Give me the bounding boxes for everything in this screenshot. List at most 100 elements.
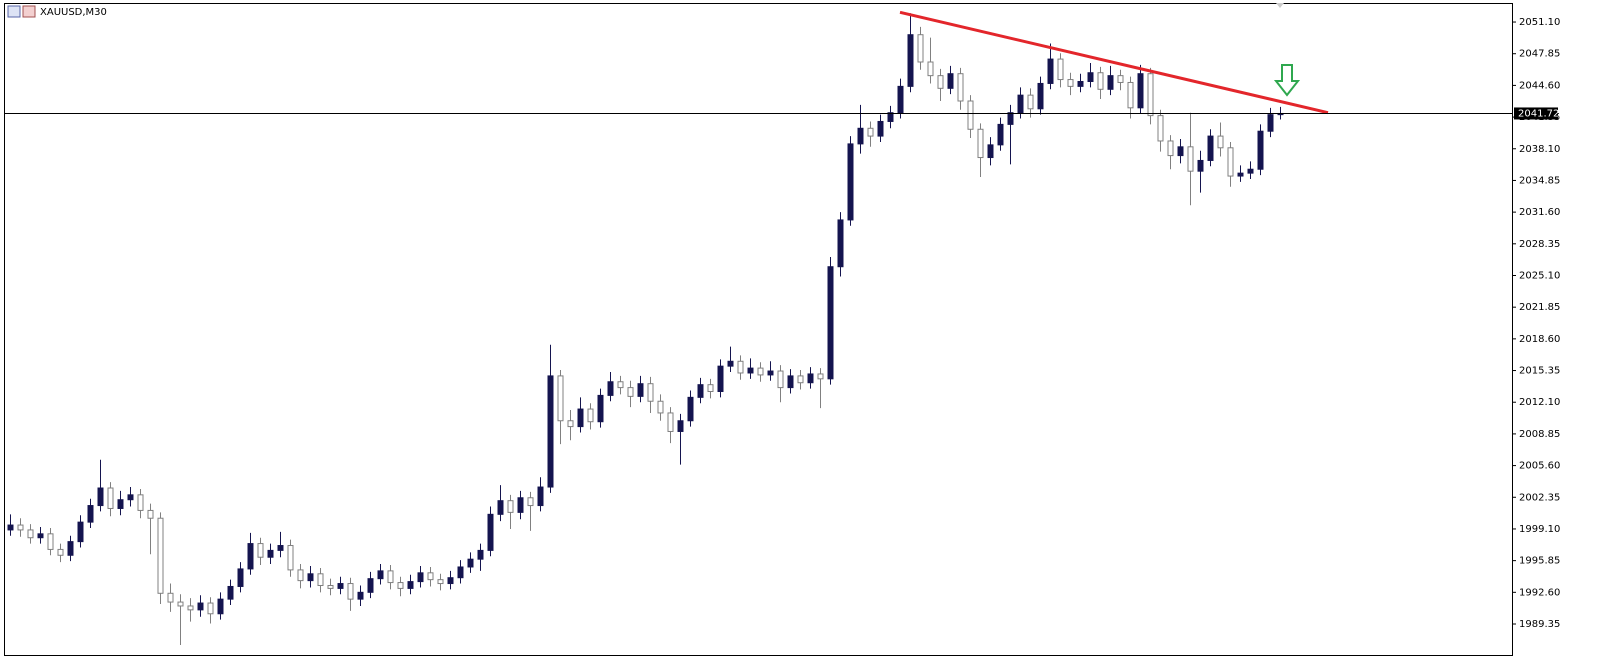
candle-body [607, 381, 614, 396]
candle-body [167, 592, 174, 603]
candle-body [417, 572, 424, 583]
y-tick-label: 1999.10 [1519, 524, 1560, 535]
candle-body [967, 100, 974, 130]
candle-body [567, 420, 574, 428]
candle-body [1167, 140, 1174, 157]
candle-body [557, 375, 564, 422]
candle-body [57, 548, 64, 556]
candle-body [887, 112, 894, 122]
candle-body [157, 517, 164, 594]
candle-body [657, 400, 664, 414]
candle-body [1077, 80, 1084, 87]
last-price-box [1514, 107, 1558, 120]
candle-body [447, 577, 454, 585]
candle-body [187, 605, 194, 611]
arrow-annotation [1273, 64, 1301, 97]
candle-body [407, 581, 414, 589]
candle-body [427, 572, 434, 581]
candle-body [1177, 146, 1184, 157]
candle-body [577, 408, 584, 428]
candle-body [757, 367, 764, 376]
candle-body [397, 582, 404, 589]
candle-body [207, 602, 214, 615]
candle-body [467, 558, 474, 568]
candle-body [217, 598, 224, 615]
y-tick-label: 2025.10 [1519, 270, 1560, 281]
candle-body [957, 73, 964, 102]
candle-body [1087, 72, 1094, 82]
candle-body [797, 375, 804, 384]
candle-body [1207, 135, 1214, 161]
candle-body [1157, 115, 1164, 142]
candle-body [297, 569, 304, 582]
candle-body [117, 499, 124, 509]
y-tick-label: 2002.35 [1519, 492, 1560, 503]
candle-body [127, 494, 134, 501]
candle-body [1237, 172, 1244, 177]
candle-body [247, 543, 254, 570]
candle-body [1137, 73, 1144, 109]
candle-body [107, 487, 114, 509]
candle-body [877, 120, 884, 137]
candle-body [1127, 81, 1134, 109]
candle-body [637, 383, 644, 397]
candle-body [807, 373, 814, 384]
candle-body [897, 85, 904, 114]
candle-body [1017, 94, 1024, 114]
plot-frame [4, 3, 1513, 656]
y-tick-label: 2051.10 [1519, 17, 1560, 28]
y-tick-label: 2008.85 [1519, 429, 1560, 440]
candle-body [777, 370, 784, 389]
candle-body [47, 533, 54, 550]
candle-body [1257, 130, 1264, 170]
y-tick-label: 2021.85 [1519, 302, 1560, 313]
candle-body [1267, 114, 1274, 132]
candle-body [547, 375, 554, 488]
candle-body [337, 583, 344, 589]
candle-body [827, 266, 834, 380]
candle-body [537, 486, 544, 507]
candle-body [687, 396, 694, 422]
y-tick-label: 2038.10 [1519, 144, 1560, 155]
candle-body [747, 367, 754, 374]
candle-body [677, 420, 684, 432]
candle-body [977, 128, 984, 159]
candle-body [617, 381, 624, 389]
candle-body [927, 61, 934, 77]
candle-body [1197, 159, 1204, 172]
candle-body [137, 494, 144, 511]
y-tick-label: 2034.85 [1519, 175, 1560, 186]
candle-body [787, 375, 794, 389]
candle-body [507, 500, 514, 513]
candle-body [1047, 58, 1054, 84]
candle-body [327, 584, 334, 589]
y-tick-label: 2018.60 [1519, 334, 1560, 345]
candle-body [817, 373, 824, 380]
candle-body [947, 73, 954, 89]
candle-body [77, 521, 84, 543]
candle-body [1117, 75, 1124, 83]
candle-body [27, 529, 34, 539]
candle-body [857, 127, 864, 145]
candle-body [587, 408, 594, 423]
candle-body [1027, 94, 1034, 110]
candle-body [357, 591, 364, 600]
y-tick-label: 2012.10 [1519, 397, 1560, 408]
candle-body [737, 360, 744, 374]
candle-body [647, 383, 654, 402]
candle-body [67, 541, 74, 556]
chart-title: XAUUSD,M30 [40, 7, 107, 18]
candle-body [377, 570, 384, 580]
y-tick-label: 1989.35 [1519, 619, 1560, 630]
candle-body [1187, 146, 1194, 172]
candle-body [287, 545, 294, 571]
icon [22, 5, 36, 18]
y-tick-label: 2005.60 [1519, 461, 1560, 472]
y-tick-label: 2047.85 [1519, 49, 1560, 60]
candle-body [717, 365, 724, 392]
candle-body [697, 384, 704, 398]
candle-body [237, 568, 244, 587]
candle-body [267, 549, 274, 558]
